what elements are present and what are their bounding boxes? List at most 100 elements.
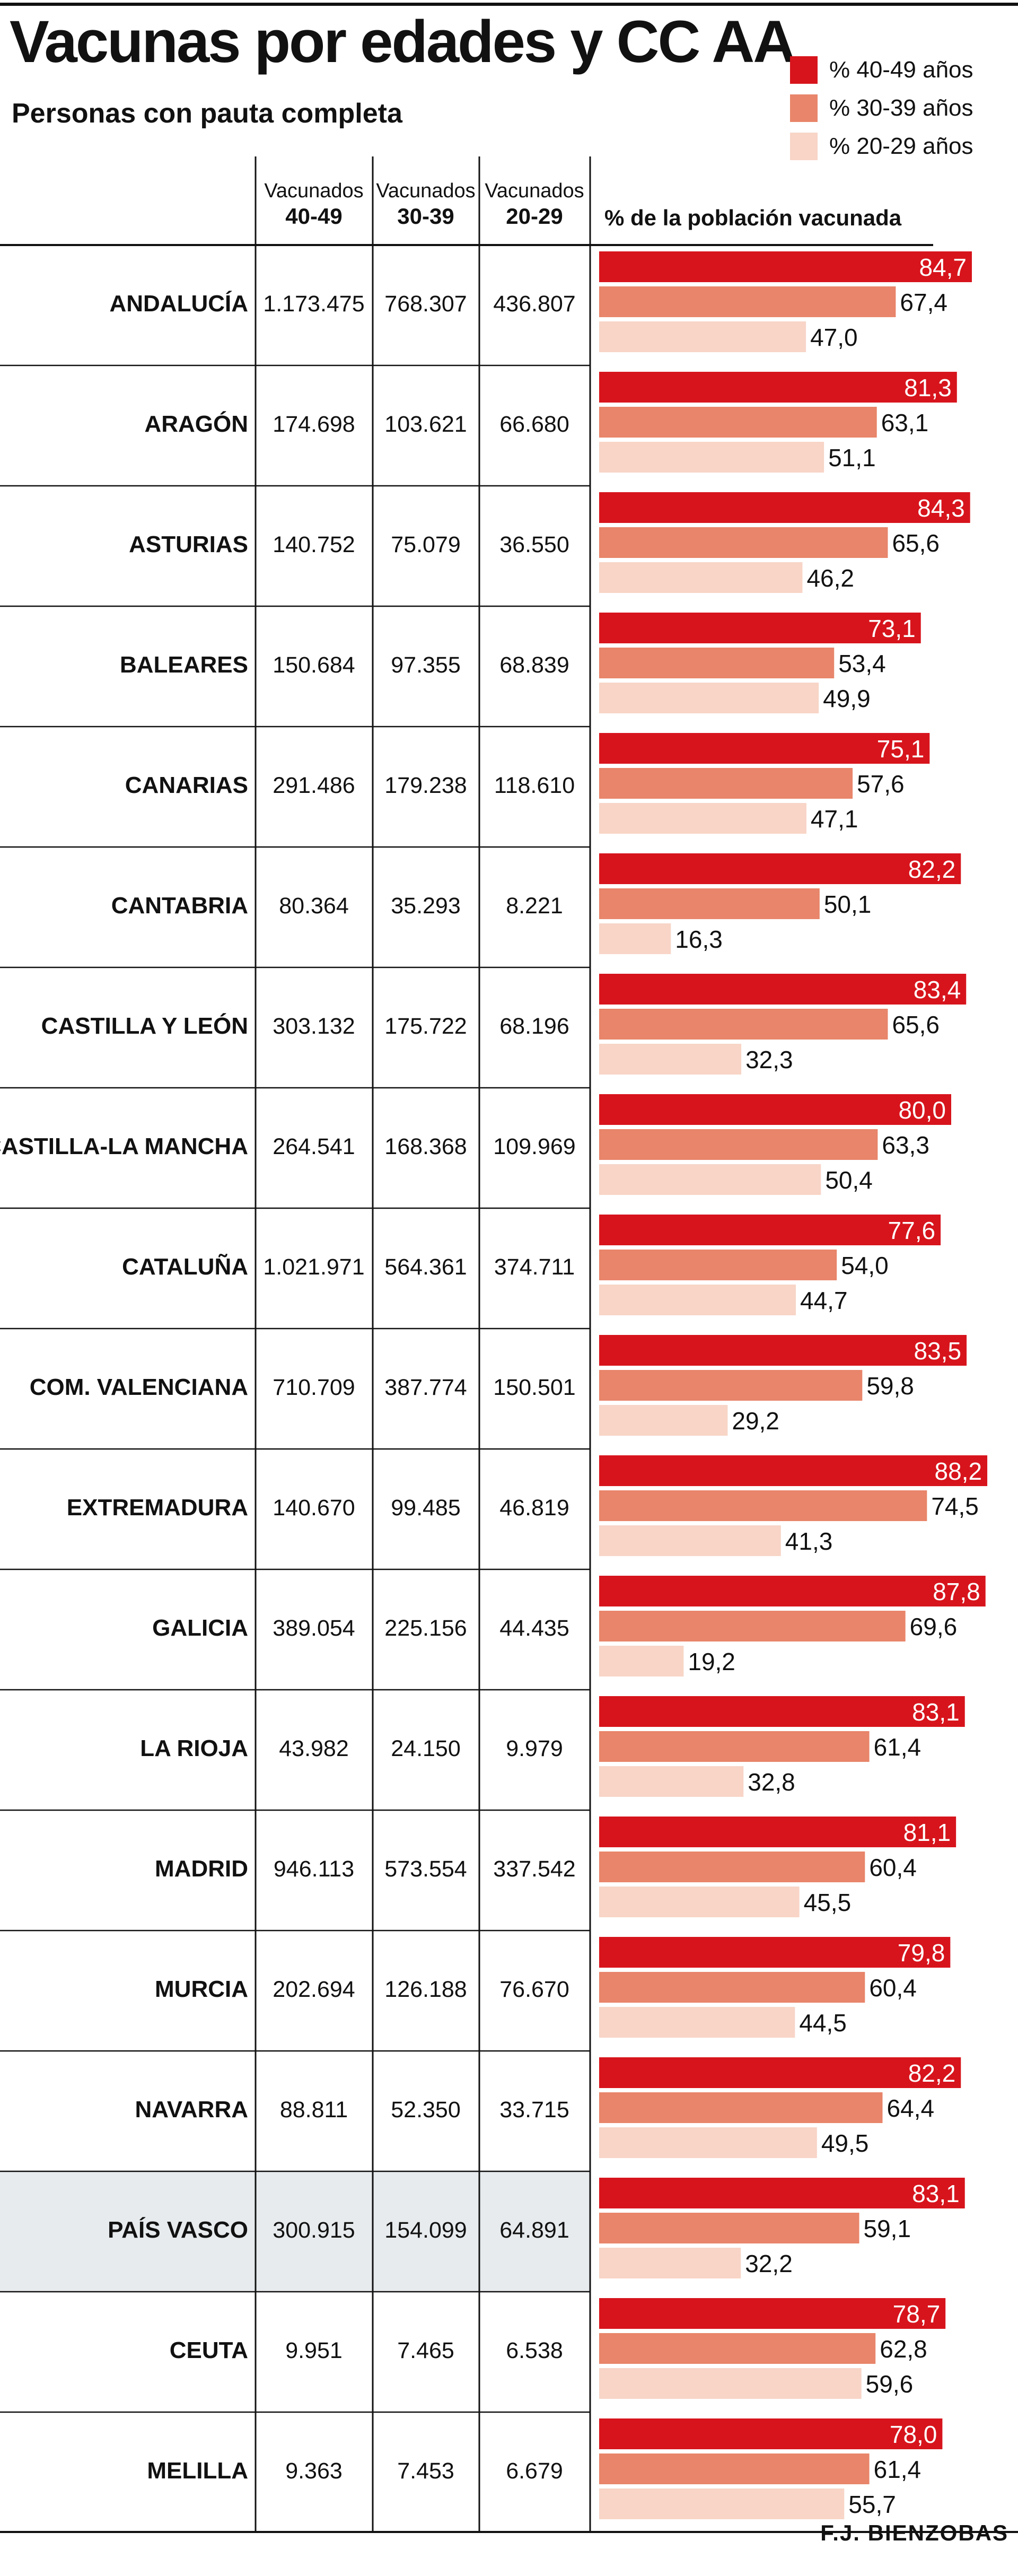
bar-value-label: 83,1 <box>912 2180 960 2207</box>
bar-40-49-anos <box>599 1696 965 1727</box>
bar-30-39-anos <box>599 648 835 678</box>
bar-value-label: 87,8 <box>933 1578 980 1605</box>
top-rule <box>0 3 1018 6</box>
vaccinated-cell-30-39: 154.099 <box>384 2217 467 2243</box>
bar-value-label: 29,2 <box>732 1407 779 1435</box>
bar-value-label: 80,0 <box>898 1096 946 1124</box>
vaccinated-cell-30-39: 52.350 <box>391 2097 461 2123</box>
bar-value-label: 61,4 <box>874 2456 922 2483</box>
bar-value-label: 84,7 <box>919 254 967 281</box>
vaccinated-cell-30-39: 225.156 <box>384 1616 467 1641</box>
region-label: CANARIAS <box>125 772 248 798</box>
row-cantabria: CANTABRIA 80.364 35.293 8.221 82,2 50,1 16,3 <box>111 853 961 954</box>
row-cataluna: CATALUÑA 1.021.971 564.361 374.711 77,6 54,0 4… <box>122 1215 941 1315</box>
region-label: COM. VALENCIANA <box>30 1374 248 1400</box>
bar-30-39-anos <box>599 2333 876 2364</box>
vaccinated-cell-40-49: 150.684 <box>273 652 355 678</box>
bar-30-39-anos <box>599 888 820 919</box>
vaccinated-cell-20-29: 6.679 <box>506 2458 563 2484</box>
header-vacunados-20-29-line2: 20-29 <box>506 204 563 229</box>
bar-30-39-anos <box>599 1731 870 1762</box>
bar-20-29-anos <box>599 1646 684 1676</box>
bar-40-49-anos <box>599 2418 943 2449</box>
bar-value-label: 83,1 <box>912 1698 960 1726</box>
bar-20-29-anos <box>599 2007 795 2038</box>
bar-30-39-anos <box>599 1250 837 1280</box>
bar-30-39-anos <box>599 2092 883 2123</box>
vaccinated-cell-20-29: 150.501 <box>493 1375 575 1400</box>
region-label: CATALUÑA <box>122 1253 248 1280</box>
row-aragon: ARAGÓN 174.698 103.621 66.680 81,3 63,151,1 <box>144 372 957 473</box>
bar-value-label: 47,0 <box>810 324 858 351</box>
bar-40-49-anos <box>599 251 972 282</box>
bar-value-label: 65,6 <box>892 1011 940 1038</box>
bar-value-label: 41,3 <box>785 1527 833 1555</box>
region-label: BALEARES <box>120 652 248 678</box>
vaccinated-cell-20-29: 109.969 <box>493 1134 575 1159</box>
bar-20-29-anos <box>599 1766 744 1797</box>
bar-value-label: 54,0 <box>841 1252 889 1279</box>
table-grid <box>0 156 1018 2533</box>
vaccinated-cell-30-39: 24.150 <box>391 1736 461 1761</box>
vaccinated-cell-20-29: 66.680 <box>499 412 569 437</box>
bar-value-label: 65,6 <box>892 529 940 557</box>
vaccinated-cell-40-49: 140.752 <box>273 532 355 557</box>
region-label: CANTABRIA <box>111 893 248 919</box>
bar-40-49-anos <box>599 1576 986 1606</box>
row-baleares: BALEARES 150.684 97.355 68.839 73,1 53,4 49,9 <box>120 613 921 713</box>
vaccinated-cell-40-49: 291.486 <box>273 773 355 798</box>
row-melilla: MELILLA 9.363 7.453 6.679 78,0 61,4 55,7 <box>147 2418 943 2519</box>
bar-20-29-anos <box>599 1285 796 1315</box>
legend-item-20-29: % 20-29 años <box>790 127 973 165</box>
bar-20-29-anos <box>599 1405 728 1436</box>
bar-20-29-anos <box>599 1164 821 1195</box>
bar-value-label: 51,1 <box>828 444 876 471</box>
vaccinated-cell-20-29: 436.807 <box>493 291 575 317</box>
bar-20-29-anos <box>599 1044 742 1075</box>
region-label: EXTREMADURA <box>67 1495 248 1521</box>
region-label: MADRID <box>155 1856 248 1882</box>
header-vacunados-30-39-line1: Vacunados <box>376 180 475 202</box>
vaccinated-cell-40-49: 9.363 <box>285 2458 343 2484</box>
region-label: ANDALUCÍA <box>109 290 248 317</box>
vaccinated-cell-30-39: 7.465 <box>397 2338 454 2363</box>
legend-swatch-20-29 <box>790 133 818 160</box>
bar-20-29-anos <box>599 321 806 352</box>
bar-value-label: 69,6 <box>910 1613 958 1640</box>
vaccinated-cell-40-49: 140.670 <box>273 1495 355 1521</box>
vaccinated-cell-20-29: 33.715 <box>499 2097 569 2123</box>
bar-value-label: 60,4 <box>869 1974 917 2002</box>
header-percent-axis: % de la población vacunada <box>604 205 902 230</box>
row-ceuta: CEUTA 9.951 7.465 6.538 78,7 62,8 59,6 <box>170 2298 946 2399</box>
bar-value-label: 19,2 <box>688 1648 735 1675</box>
bar-value-label: 59,6 <box>866 2370 914 2398</box>
vaccinated-cell-20-29: 76.670 <box>499 1977 569 2002</box>
region-label: MELILLA <box>147 2458 248 2484</box>
legend-label-20-29: % 20-29 años <box>829 133 973 159</box>
legend-label-40-49: % 40-49 años <box>829 57 973 83</box>
vaccinated-cell-30-39: 168.368 <box>384 1134 467 1159</box>
legend-swatch-30-39 <box>790 94 818 122</box>
bar-value-label: 61,4 <box>874 1733 922 1761</box>
legend-label-30-39: % 30-39 años <box>829 95 973 121</box>
bar-30-39-anos <box>599 2453 870 2484</box>
bar-30-39-anos <box>599 1490 927 1521</box>
bar-40-49-anos <box>599 974 967 1005</box>
bar-40-49-anos <box>599 613 921 643</box>
bar-40-49-anos <box>599 2057 961 2088</box>
bar-40-49-anos <box>599 2298 946 2329</box>
vaccinated-cell-30-39: 75.079 <box>391 532 461 557</box>
bar-value-label: 16,3 <box>675 925 723 953</box>
bar-value-label: 82,2 <box>908 855 956 883</box>
vaccinated-cell-30-39: 7.453 <box>397 2458 454 2484</box>
bar-value-label: 44,7 <box>800 1287 848 1314</box>
bar-40-49-anos <box>599 372 957 403</box>
bar-40-49-anos <box>599 1215 941 1245</box>
vaccinated-cell-20-29: 374.711 <box>494 1254 575 1280</box>
bar-value-label: 67,4 <box>900 289 947 316</box>
vaccinated-cell-30-39: 387.774 <box>384 1375 467 1400</box>
row-madrid: MADRID 946.113 573.554 337.542 81,1 60,4 45,5 <box>155 1817 956 1917</box>
bar-value-label: 79,8 <box>898 1939 945 1967</box>
bar-30-39-anos <box>599 1370 863 1401</box>
vaccinated-cell-20-29: 36.550 <box>499 532 569 557</box>
